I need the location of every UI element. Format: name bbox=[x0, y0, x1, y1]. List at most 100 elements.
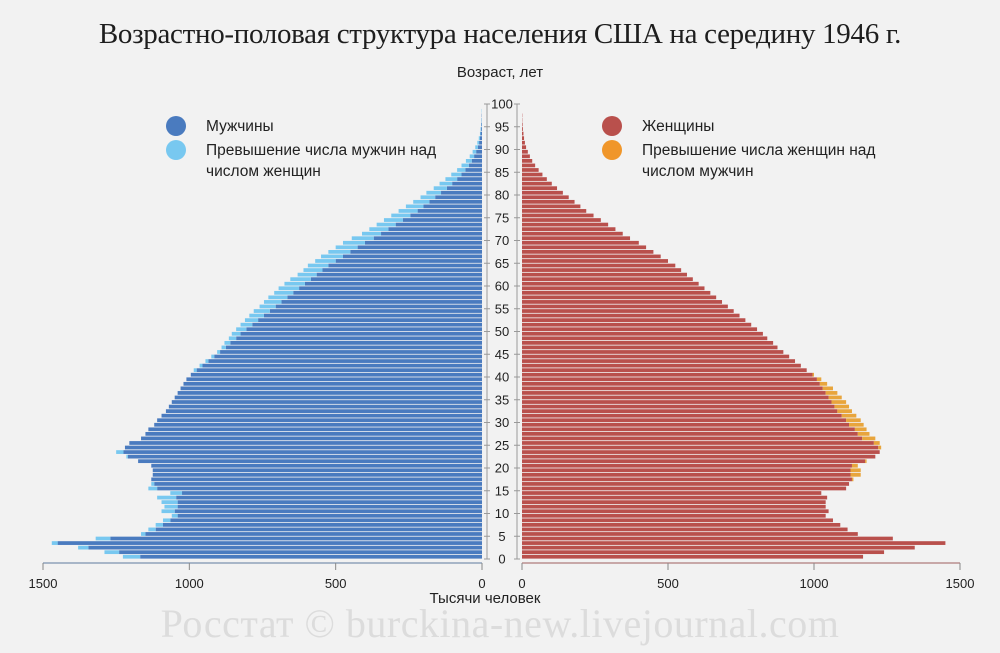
male-excess-bar bbox=[268, 295, 288, 300]
male-excess-bar bbox=[162, 518, 171, 523]
male-excess-bar bbox=[445, 177, 458, 181]
female-bar bbox=[522, 359, 796, 363]
male-bar bbox=[129, 441, 482, 445]
male-bars bbox=[51, 108, 483, 559]
male-bar bbox=[481, 122, 482, 127]
male-bar bbox=[423, 204, 482, 209]
male-bar bbox=[441, 190, 482, 195]
female-bar bbox=[522, 300, 723, 304]
female-excess-bar bbox=[825, 391, 838, 395]
male-excess-bar bbox=[351, 236, 374, 241]
male-excess-bar bbox=[231, 331, 241, 336]
y-tick-label: 80 bbox=[495, 188, 509, 203]
legend-dot-male-excess-icon bbox=[166, 140, 186, 160]
female-bar bbox=[522, 154, 530, 159]
male-bar bbox=[263, 313, 482, 318]
male-excess-bar bbox=[205, 359, 209, 363]
male-excess-bar bbox=[480, 127, 482, 131]
female-excess-bar bbox=[841, 413, 857, 418]
female-bar bbox=[522, 122, 523, 127]
male-excess-bar bbox=[376, 222, 396, 227]
legend-item-male-excess: Превышение числа мужчин над числом женщи… bbox=[166, 140, 486, 182]
male-bar bbox=[388, 227, 482, 231]
male-bar bbox=[162, 523, 482, 527]
female-bar bbox=[522, 391, 826, 395]
legend-item-female: Женщины bbox=[602, 116, 932, 137]
male-bar bbox=[177, 500, 483, 504]
female-bar bbox=[522, 290, 711, 295]
female-excess-bar bbox=[850, 468, 861, 473]
male-bar bbox=[214, 354, 482, 359]
female-bar bbox=[522, 322, 752, 327]
female-excess-bar bbox=[846, 418, 861, 423]
x-axis-label: Тысячи человек bbox=[429, 590, 541, 607]
female-excess-bar bbox=[865, 459, 867, 464]
female-bar bbox=[522, 177, 547, 181]
female-bar bbox=[522, 372, 813, 377]
male-bar bbox=[481, 127, 482, 131]
female-bar bbox=[522, 550, 885, 555]
chart-title: Возрастно-половая структура населения СШ… bbox=[98, 18, 902, 50]
female-bar bbox=[522, 131, 524, 136]
male-bar bbox=[417, 209, 482, 213]
male-bar bbox=[165, 409, 483, 413]
female-bar bbox=[522, 345, 778, 350]
y-tick-label: 65 bbox=[495, 256, 509, 271]
legend-left: Мужчины Превышение числа мужчин над числ… bbox=[166, 116, 486, 185]
female-bar bbox=[522, 218, 601, 222]
x-tick-label-right: 0 bbox=[518, 576, 525, 591]
male-bar bbox=[152, 468, 482, 473]
legend-label-male: Мужчины bbox=[206, 118, 274, 135]
female-bar bbox=[522, 454, 876, 459]
female-excess-bar bbox=[816, 377, 822, 382]
male-excess-bar bbox=[170, 491, 183, 495]
male-bar bbox=[151, 477, 482, 482]
male-bar bbox=[180, 386, 482, 391]
male-excess-bar bbox=[253, 309, 270, 313]
male-excess-bar bbox=[478, 136, 480, 140]
legend-item-male: Мужчины bbox=[166, 116, 486, 137]
female-bar bbox=[522, 459, 866, 464]
male-bar bbox=[381, 231, 482, 236]
male-bar bbox=[138, 459, 482, 464]
female-excess-bar bbox=[837, 409, 852, 413]
legend-label-female: Женщины bbox=[642, 118, 715, 135]
male-bar bbox=[186, 377, 482, 382]
male-bar bbox=[479, 140, 482, 145]
female-bar bbox=[522, 350, 784, 354]
female-bar bbox=[522, 386, 823, 391]
male-excess-bar bbox=[335, 245, 358, 250]
female-bar bbox=[522, 227, 616, 231]
female-excess-bar bbox=[854, 427, 867, 432]
female-bar bbox=[522, 427, 855, 432]
female-bar bbox=[522, 500, 826, 504]
male-bar bbox=[246, 327, 482, 332]
male-excess-bar bbox=[457, 168, 466, 172]
male-bar bbox=[474, 154, 482, 159]
female-bar bbox=[522, 541, 946, 545]
male-bar bbox=[174, 395, 482, 400]
female-bar bbox=[522, 409, 838, 413]
female-bar bbox=[522, 545, 915, 550]
male-excess-bar bbox=[122, 554, 141, 559]
male-excess-bar bbox=[171, 513, 178, 518]
female-bar bbox=[522, 190, 563, 195]
male-bar bbox=[182, 491, 482, 495]
female-bar bbox=[522, 468, 851, 473]
female-bar bbox=[522, 463, 852, 468]
y-tick-label: 10 bbox=[495, 506, 509, 521]
female-bar bbox=[522, 482, 850, 486]
male-bar bbox=[157, 418, 482, 423]
male-excess-bar bbox=[157, 495, 177, 500]
male-excess-bar bbox=[315, 259, 336, 263]
male-bar bbox=[269, 309, 482, 313]
male-bar bbox=[148, 427, 483, 432]
female-excess-bar bbox=[878, 445, 882, 450]
male-bar bbox=[287, 295, 482, 300]
x-tick-label-right: 1000 bbox=[800, 576, 829, 591]
male-bar bbox=[471, 159, 482, 163]
female-bar bbox=[522, 272, 687, 277]
female-excess-bar bbox=[834, 404, 850, 409]
male-bar bbox=[258, 318, 482, 322]
female-bar bbox=[522, 254, 661, 259]
